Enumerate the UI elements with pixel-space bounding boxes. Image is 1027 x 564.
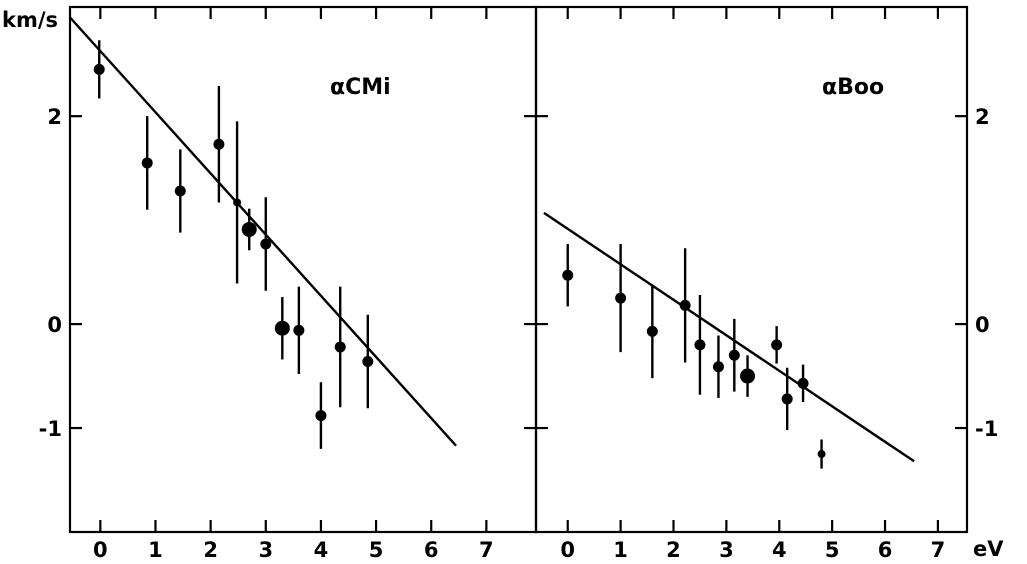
x-tick-label: 7 xyxy=(479,538,494,562)
data-point xyxy=(141,157,153,169)
x-tick-label: 5 xyxy=(369,538,384,562)
x-tick-label: 6 xyxy=(424,538,439,562)
y-tick-label: -1 xyxy=(975,417,998,441)
data-point xyxy=(728,349,740,361)
data-point xyxy=(562,269,574,281)
data-point xyxy=(260,238,272,250)
panel-acmi: 0 1 2 3 4 5 6 7 -1 0 2 αCMi xyxy=(39,5,538,562)
y-tick-label: 2 xyxy=(975,105,990,129)
x-tick-label: 3 xyxy=(719,538,734,562)
data-point xyxy=(817,450,826,459)
y-unit-label: km/s xyxy=(2,8,58,32)
x-tick-label: 2 xyxy=(203,538,218,562)
x-tick-label: 6 xyxy=(878,538,893,562)
x-tick-label: 0 xyxy=(93,538,108,562)
panel-label-acmi: αCMi xyxy=(330,75,391,100)
data-point xyxy=(362,356,374,368)
x-unit-label: eV xyxy=(973,537,1004,561)
data-point xyxy=(771,339,783,351)
x-tick-label: 3 xyxy=(258,538,273,562)
data-point xyxy=(797,377,809,389)
data-point xyxy=(213,138,225,150)
data-point xyxy=(93,63,105,75)
y-tick-label: 0 xyxy=(47,313,62,337)
data-point xyxy=(334,341,346,353)
data-point xyxy=(679,299,691,311)
x-tick-label: 4 xyxy=(314,538,329,562)
y-tick-label: 2 xyxy=(47,105,62,129)
data-point xyxy=(646,325,658,337)
data-point xyxy=(241,221,257,237)
data-point xyxy=(712,361,724,373)
x-tick-label: 5 xyxy=(825,538,840,562)
data-point xyxy=(293,324,305,336)
data-point xyxy=(174,185,186,197)
x-tick-label: 0 xyxy=(560,538,575,562)
plot-frame-acmi xyxy=(68,5,538,534)
y-tick-label: -1 xyxy=(39,417,62,441)
data-point xyxy=(740,368,756,384)
x-tick-label: 7 xyxy=(931,538,946,562)
x-tick-label: 2 xyxy=(666,538,681,562)
data-point xyxy=(781,393,793,405)
data-point xyxy=(315,410,327,422)
x-tick-label: 4 xyxy=(772,538,787,562)
panel-label-aboo: αBoo xyxy=(822,75,884,100)
panel-aboo: 0 1 2 3 4 5 6 7 -1 0 2 αBoo xyxy=(534,5,998,562)
x-tick-label: 1 xyxy=(148,538,163,562)
x-tick-label: 1 xyxy=(613,538,628,562)
y-tick-label: 0 xyxy=(975,313,990,337)
fit-line-aboo xyxy=(543,211,915,463)
data-point xyxy=(694,339,706,351)
fit-line-acmi xyxy=(69,16,457,447)
plot-frame-aboo xyxy=(534,5,969,534)
data-point xyxy=(233,198,242,207)
data-point xyxy=(274,320,290,336)
data-point xyxy=(615,292,627,304)
